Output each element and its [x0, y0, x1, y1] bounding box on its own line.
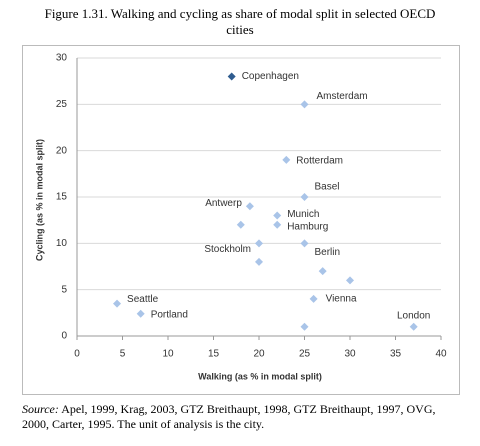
point-label: Hamburg: [287, 221, 328, 232]
x-axis-label: Walking (as % in modal split): [198, 371, 322, 381]
point: [282, 155, 291, 164]
source: Source: Apel, 1999, Krag, 2003, GTZ Brei…: [22, 402, 462, 432]
chart: Walking (as % in modal split) Cycling (a…: [34, 53, 447, 382]
x-tick-label: 30: [344, 349, 356, 360]
point-label: London: [397, 310, 430, 321]
point: [273, 211, 282, 220]
point-label: Basel: [315, 182, 340, 193]
point: [227, 72, 236, 81]
point-label: Vienna: [326, 294, 357, 305]
x-tick-label: 35: [390, 349, 402, 360]
point-label: Copenhagen: [242, 71, 299, 82]
y-tick-label: 30: [56, 53, 68, 64]
point: [273, 220, 282, 229]
y-tick-label: 20: [56, 145, 68, 156]
x-tick-label: 5: [120, 349, 126, 360]
source-text: Apel, 1999, Krag, 2003, GTZ Breithaupt, …: [22, 402, 436, 431]
point: [300, 322, 309, 331]
point-label: Stockholm: [204, 244, 251, 255]
point: [309, 294, 318, 303]
point: [300, 239, 309, 248]
y-tick-label: 5: [61, 284, 67, 295]
x-tick-label: 0: [74, 349, 80, 360]
point: [409, 322, 418, 331]
x-tick-label: 25: [299, 349, 311, 360]
x-tick-label: 15: [208, 349, 220, 360]
source-label: Source:: [22, 402, 59, 416]
x-tick-label: 40: [435, 349, 447, 360]
point-label: Portland: [151, 309, 188, 320]
point-label: Berlin: [315, 247, 341, 258]
point: [300, 193, 309, 201]
point: [300, 100, 309, 109]
point-label: Rotterdam: [296, 156, 343, 167]
y-axis-label: Cycling (as % in modal split): [34, 139, 44, 261]
point: [255, 239, 263, 248]
chart-frame: [22, 45, 460, 395]
y-tick-label: 0: [61, 331, 67, 342]
point-label: Seattle: [127, 294, 159, 305]
point: [236, 220, 245, 229]
point: [318, 267, 327, 276]
x-tick-label: 10: [162, 349, 174, 360]
y-tick-label: 15: [56, 192, 68, 203]
y-tick-label: 10: [56, 238, 68, 249]
point: [245, 202, 254, 211]
point: [346, 276, 354, 285]
point: [136, 309, 145, 318]
point-label: Amsterdam: [317, 91, 368, 102]
y-tick-label: 25: [56, 99, 68, 110]
point-label: Antwerp: [205, 198, 242, 209]
point: [113, 299, 122, 308]
point-label: Munich: [287, 209, 319, 220]
chart-title: Figure 1.31. Walking and cycling as shar…: [44, 6, 436, 37]
point: [255, 257, 263, 266]
x-tick-label: 20: [253, 349, 265, 360]
